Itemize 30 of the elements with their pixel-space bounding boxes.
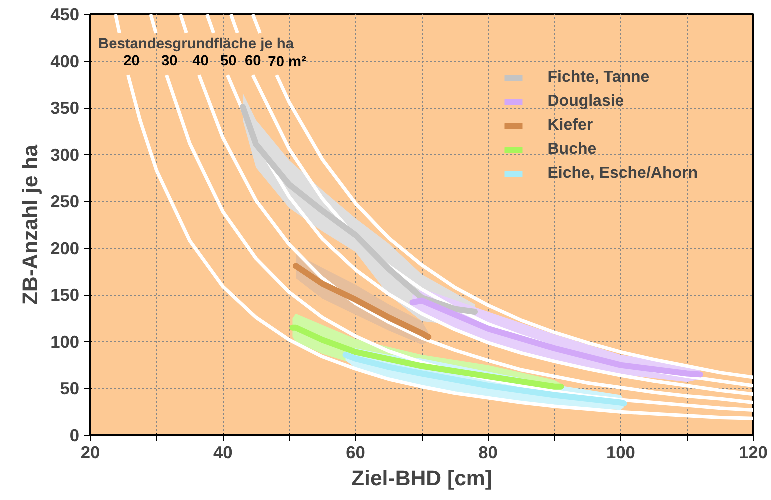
- series-label: 70 m²: [268, 54, 307, 70]
- legend-label: Fichte, Tanne: [548, 69, 650, 87]
- y-tick-label: 150: [50, 285, 80, 306]
- y-axis-title: ZB-Anzahl je ha: [18, 144, 43, 305]
- series-label: 60: [244, 53, 262, 70]
- y-tick-label: 200: [50, 238, 80, 258]
- series-label: 40: [192, 53, 209, 70]
- x-tick-label: 120: [739, 442, 768, 462]
- legend-label: Kiefer: [548, 117, 594, 135]
- x-tick-label: 40: [213, 442, 233, 462]
- x-tick-label: 100: [606, 442, 636, 462]
- legend-label: Eiche, Esche/Ahorn: [548, 165, 698, 183]
- y-tick-label: 350: [50, 98, 80, 118]
- y-tick-label: 100: [50, 332, 80, 352]
- x-tick-label: 60: [346, 442, 366, 462]
- series-label: 50: [220, 53, 237, 70]
- y-tick-label: 250: [50, 192, 80, 212]
- annotation: Bestandesgrundfläche je ha: [98, 36, 295, 52]
- y-tick-label: 450: [50, 4, 80, 24]
- series-label: 20: [124, 53, 140, 70]
- series-label: 30: [161, 53, 178, 70]
- y-tick-label: 0: [70, 426, 80, 446]
- y-tick-label: 50: [60, 378, 80, 399]
- legend-label: Buche: [548, 141, 597, 159]
- x-tick-label: 80: [478, 442, 498, 462]
- x-tick-label: 20: [80, 442, 100, 462]
- legend-label: Douglasie: [548, 93, 624, 111]
- y-tick-label: 300: [50, 144, 80, 165]
- y-tick-label: 400: [50, 51, 80, 72]
- x-axis-title: Ziel-BHD [cm]: [351, 466, 493, 490]
